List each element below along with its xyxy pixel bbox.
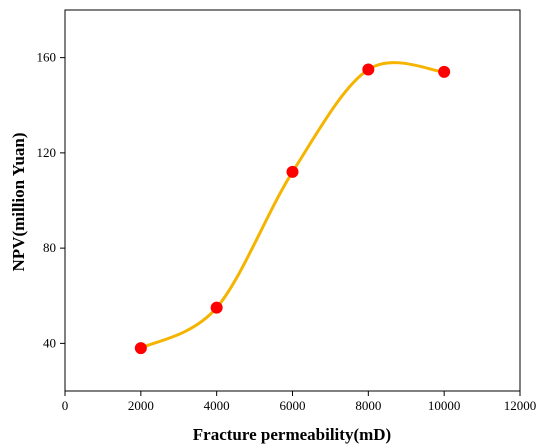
data-point: [286, 165, 299, 178]
y-tick-label: 40: [43, 335, 56, 350]
x-tick-label: 8000: [355, 398, 381, 413]
x-tick-label: 6000: [280, 398, 306, 413]
x-tick-label: 0: [62, 398, 69, 413]
plot-frame: [64, 9, 521, 392]
x-tick-label: 2000: [128, 398, 154, 413]
x-tick-label: 10000: [428, 398, 461, 413]
series-line: [139, 61, 446, 350]
data-point: [362, 63, 375, 76]
x-tick-label: 4000: [204, 398, 230, 413]
y-axis-title: NPV(million Yuan): [9, 132, 28, 271]
data-point: [438, 65, 451, 78]
y-tick-label: 160: [37, 50, 57, 65]
plot-area: 0 2000 4000 6000 8000 10000 12000 40 80 120 160: [37, 9, 537, 413]
x-axis-title: Fracture permeability(mD): [193, 425, 391, 444]
data-point: [210, 301, 223, 314]
y-tick-label: 80: [43, 240, 56, 255]
data-point: [134, 342, 147, 355]
x-tick-label: 12000: [504, 398, 537, 413]
y-tick-label: 120: [37, 145, 57, 160]
